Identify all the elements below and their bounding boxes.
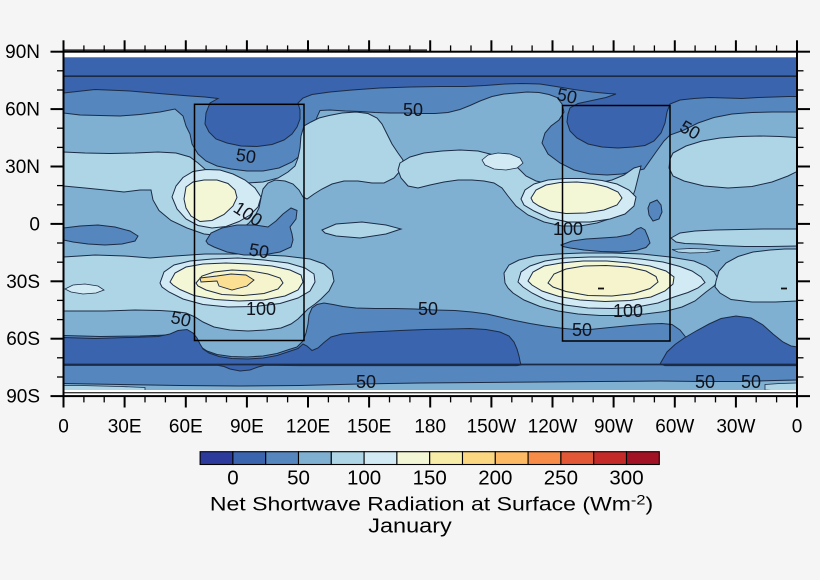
- svg-text:January: January: [368, 514, 452, 537]
- svg-text:Net Shortwave Radiation at Sur: Net Shortwave Radiation at Surface (Wm-2…: [210, 493, 653, 515]
- svg-text:30S: 30S: [6, 272, 40, 293]
- svg-text:60W: 60W: [655, 417, 694, 438]
- svg-text:100: 100: [613, 301, 643, 321]
- svg-text:120E: 120E: [286, 417, 330, 438]
- svg-text:50: 50: [695, 372, 715, 392]
- svg-text:50: 50: [403, 100, 423, 120]
- svg-text:60N: 60N: [5, 100, 40, 121]
- svg-text:120W: 120W: [528, 417, 578, 438]
- svg-text:50: 50: [555, 84, 579, 108]
- svg-text:100: 100: [246, 299, 276, 319]
- svg-text:60S: 60S: [6, 329, 40, 350]
- svg-text:90S: 90S: [6, 387, 40, 408]
- svg-text:60E: 60E: [169, 417, 203, 438]
- svg-text:30N: 30N: [5, 157, 40, 178]
- svg-text:90N: 90N: [5, 42, 40, 63]
- svg-text:0: 0: [58, 417, 69, 438]
- svg-text:250: 250: [544, 467, 578, 490]
- svg-text:50: 50: [169, 307, 193, 331]
- svg-text:50: 50: [572, 320, 592, 340]
- svg-text:90W: 90W: [594, 417, 633, 438]
- svg-text:50: 50: [247, 239, 270, 262]
- svg-text:50: 50: [235, 145, 258, 168]
- svg-text:150W: 150W: [467, 417, 517, 438]
- svg-text:90E: 90E: [230, 417, 264, 438]
- svg-text:50: 50: [356, 372, 376, 392]
- svg-text:150E: 150E: [347, 417, 391, 438]
- svg-text:50: 50: [741, 372, 761, 392]
- svg-text:100: 100: [347, 467, 381, 490]
- svg-text:50: 50: [418, 299, 438, 319]
- svg-text:300: 300: [609, 467, 643, 490]
- svg-text:30E: 30E: [108, 417, 142, 438]
- svg-text:0: 0: [29, 214, 40, 235]
- svg-text:100: 100: [553, 219, 583, 239]
- svg-text:0: 0: [227, 467, 238, 490]
- svg-text:180: 180: [414, 417, 446, 438]
- svg-text:150: 150: [413, 467, 447, 490]
- svg-text:200: 200: [478, 467, 512, 490]
- svg-text:0: 0: [792, 417, 803, 438]
- svg-text:30W: 30W: [716, 417, 755, 438]
- svg-text:50: 50: [287, 467, 310, 490]
